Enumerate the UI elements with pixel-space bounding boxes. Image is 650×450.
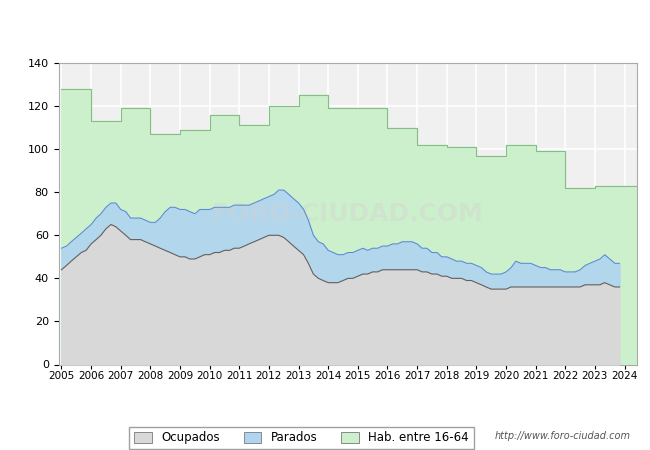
Legend: Ocupados, Parados, Hab. entre 16-64: Ocupados, Parados, Hab. entre 16-64 — [129, 427, 474, 449]
Text: FORO-CIUDAD.COM: FORO-CIUDAD.COM — [212, 202, 484, 226]
Text: http://www.foro-ciudad.com: http://www.foro-ciudad.com — [495, 431, 630, 441]
Text: Barbolla - Evolucion de la poblacion en edad de Trabajar Mayo de 2024: Barbolla - Evolucion de la poblacion en … — [32, 22, 617, 37]
